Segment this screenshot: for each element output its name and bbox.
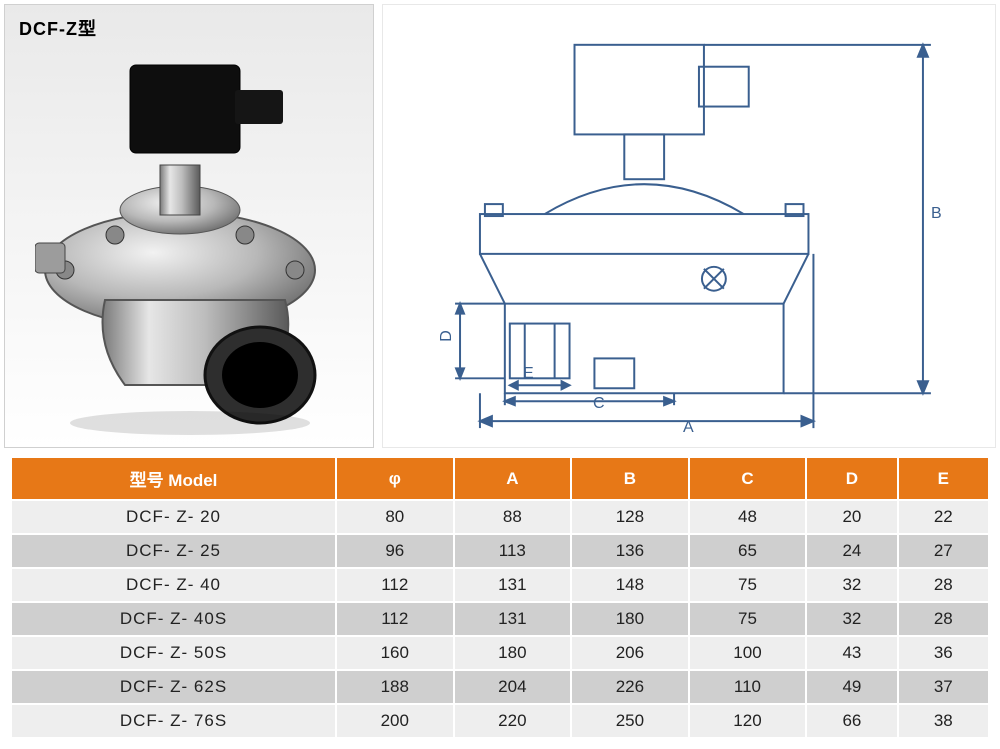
col-C: C — [689, 457, 807, 500]
cell-D: 32 — [806, 568, 897, 602]
dim-label-E: E — [523, 365, 534, 383]
col-E: E — [898, 457, 989, 500]
dim-label-D: D — [438, 330, 456, 342]
cell-B: 180 — [571, 602, 689, 636]
cell-phi: 200 — [336, 704, 454, 738]
cell-E: 36 — [898, 636, 989, 670]
cell-D: 43 — [806, 636, 897, 670]
cell-C: 75 — [689, 568, 807, 602]
table-row: DCF- Z- 40112131148753228 — [11, 568, 989, 602]
cell-phi: 160 — [336, 636, 454, 670]
cell-model: DCF- Z- 76S — [11, 704, 336, 738]
cell-B: 226 — [571, 670, 689, 704]
cell-B: 250 — [571, 704, 689, 738]
table-row: DCF- Z- 76S2002202501206638 — [11, 704, 989, 738]
spec-table-region: 型号 Model φ A B C D E DCF- Z- 20808812848… — [0, 452, 1000, 749]
dim-label-C: C — [593, 395, 605, 413]
cell-E: 38 — [898, 704, 989, 738]
dim-label-B: B — [931, 205, 942, 223]
table-row: DCF- Z- 2596113136652427 — [11, 534, 989, 568]
table-row: DCF- Z- 40S112131180753228 — [11, 602, 989, 636]
top-region: DCF-Z型 — [0, 0, 1000, 452]
product-title: DCF-Z型 — [19, 15, 97, 41]
cell-A: 131 — [454, 602, 572, 636]
cell-D: 24 — [806, 534, 897, 568]
cell-model: DCF- Z- 50S — [11, 636, 336, 670]
col-B: B — [571, 457, 689, 500]
cell-E: 37 — [898, 670, 989, 704]
cell-D: 49 — [806, 670, 897, 704]
cell-B: 206 — [571, 636, 689, 670]
cell-A: 220 — [454, 704, 572, 738]
col-D: D — [806, 457, 897, 500]
cell-A: 204 — [454, 670, 572, 704]
cell-model: DCF- Z- 62S — [11, 670, 336, 704]
cell-B: 128 — [571, 500, 689, 534]
cell-A: 88 — [454, 500, 572, 534]
cell-A: 113 — [454, 534, 572, 568]
cell-phi: 188 — [336, 670, 454, 704]
diagram-panel: A B C D E — [382, 4, 996, 448]
table-header-row: 型号 Model φ A B C D E — [11, 457, 989, 500]
cell-E: 28 — [898, 568, 989, 602]
spec-table: 型号 Model φ A B C D E DCF- Z- 20808812848… — [10, 456, 990, 739]
cell-E: 27 — [898, 534, 989, 568]
cell-D: 66 — [806, 704, 897, 738]
cell-C: 100 — [689, 636, 807, 670]
cell-D: 20 — [806, 500, 897, 534]
cell-model: DCF- Z- 20 — [11, 500, 336, 534]
cell-B: 136 — [571, 534, 689, 568]
table-row: DCF- Z- 62S1882042261104937 — [11, 670, 989, 704]
dim-label-A: A — [683, 419, 694, 437]
cell-model: DCF- Z- 40S — [11, 602, 336, 636]
table-row: DCF- Z- 50S1601802061004336 — [11, 636, 989, 670]
cell-C: 48 — [689, 500, 807, 534]
cell-E: 22 — [898, 500, 989, 534]
cell-B: 148 — [571, 568, 689, 602]
cell-model: DCF- Z- 25 — [11, 534, 336, 568]
cell-C: 65 — [689, 534, 807, 568]
cell-phi: 80 — [336, 500, 454, 534]
cell-model: DCF- Z- 40 — [11, 568, 336, 602]
cell-D: 32 — [806, 602, 897, 636]
cell-A: 180 — [454, 636, 572, 670]
cell-C: 120 — [689, 704, 807, 738]
dimensional-drawing — [383, 5, 995, 447]
col-phi: φ — [336, 457, 454, 500]
cell-E: 28 — [898, 602, 989, 636]
cell-A: 131 — [454, 568, 572, 602]
cell-phi: 112 — [336, 602, 454, 636]
cell-C: 110 — [689, 670, 807, 704]
table-row: DCF- Z- 208088128482022 — [11, 500, 989, 534]
valve-photo — [35, 45, 345, 435]
cell-phi: 96 — [336, 534, 454, 568]
cell-phi: 112 — [336, 568, 454, 602]
photo-panel: DCF-Z型 — [4, 4, 374, 448]
col-model: 型号 Model — [11, 457, 336, 500]
col-A: A — [454, 457, 572, 500]
cell-C: 75 — [689, 602, 807, 636]
